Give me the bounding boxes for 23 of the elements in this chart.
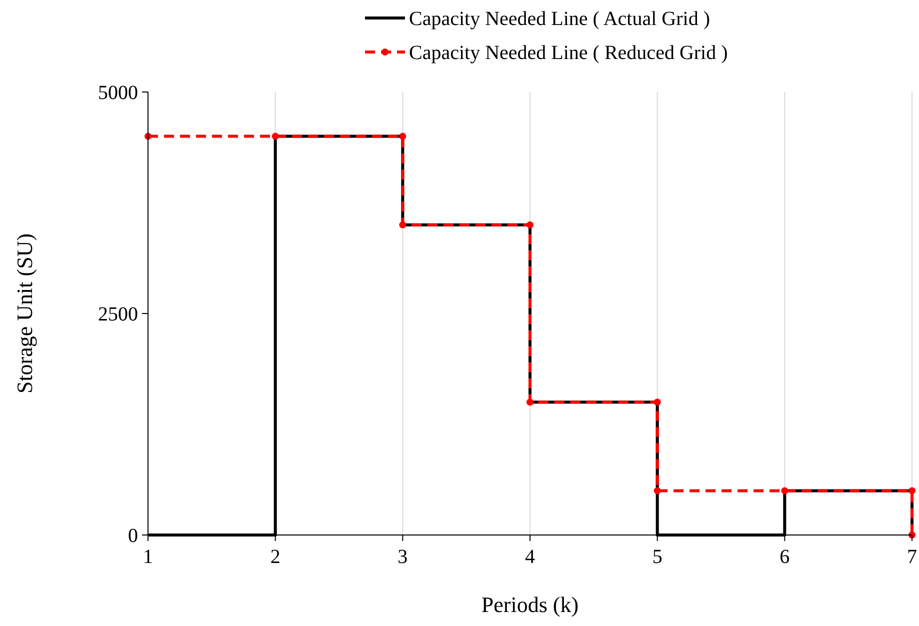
x-tick-label: 1	[143, 546, 153, 568]
y-axis-title: Storage Unit (SU)	[12, 233, 37, 394]
x-tick-label: 2	[270, 546, 280, 568]
y-tick-label: 0	[128, 525, 138, 547]
y-tick-label: 5000	[98, 82, 138, 104]
x-axis-title: Periods (k)	[481, 592, 579, 617]
point	[654, 487, 661, 494]
point	[908, 487, 916, 494]
x-tick-label: 6	[780, 546, 790, 568]
x-tick-label: 5	[652, 546, 662, 568]
x-tick-label: 3	[398, 546, 408, 568]
x-tick-label: 7	[907, 546, 917, 568]
legend-label: Capacity Needed Line ( Actual Grid )	[409, 8, 710, 30]
legend-label: Capacity Needed Line ( Reduced Grid )	[409, 42, 728, 64]
point	[272, 132, 279, 140]
y-tick-label: 2500	[98, 304, 138, 326]
point	[526, 398, 534, 406]
point	[399, 132, 406, 140]
point	[654, 398, 661, 406]
point	[781, 487, 788, 494]
point	[526, 221, 534, 228]
point	[399, 221, 406, 228]
x-tick-label: 4	[525, 546, 535, 568]
